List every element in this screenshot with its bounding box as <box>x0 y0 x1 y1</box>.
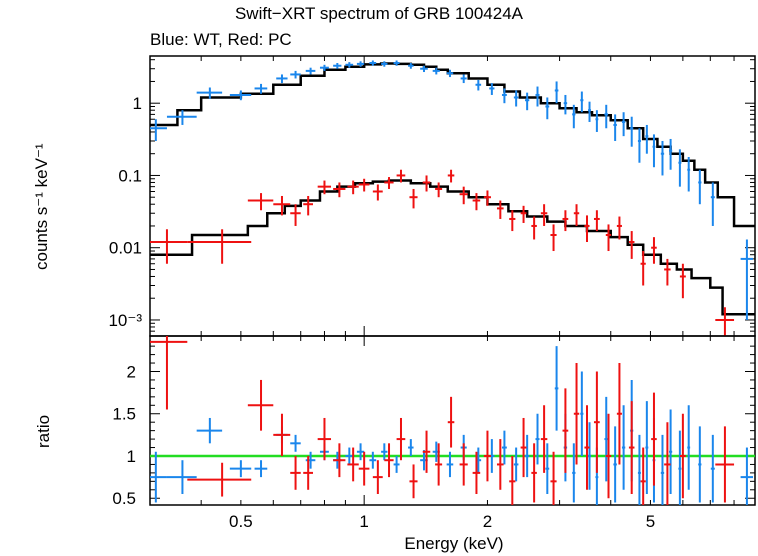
spectrum-y-tick-label: 1 <box>133 94 142 113</box>
ratio-panel: 0.5 1 2 5 0.5 1 1.5 2 <box>112 335 756 531</box>
spectrum-y-tick-label: 10⁻³ <box>108 311 142 330</box>
spectrum-y-tick-label: 0.01 <box>109 239 142 258</box>
ratio-y-tick-label: 0.5 <box>112 489 136 508</box>
x-axis-label: Energy (keV) <box>404 534 504 553</box>
ratio-y-tick-label: 1 <box>127 447 136 466</box>
ratio-frame <box>149 335 756 506</box>
x-tick-label: 1 <box>359 512 368 531</box>
ratio-y-tick-label: 2 <box>127 362 136 381</box>
model-curve-pc <box>150 179 755 316</box>
chart-subtitle: Blue: WT, Red: PC <box>150 30 292 49</box>
chart-title: Swift−XRT spectrum of GRB 100424A <box>234 4 524 23</box>
x-tick-label: 5 <box>646 512 655 531</box>
model-curve-wt <box>150 62 755 228</box>
spectrum-y-tick-label: 0.1 <box>118 166 142 185</box>
x-tick-label: 2 <box>483 512 492 531</box>
spectrum-panel: 1 0.1 0.01 10⁻³ <box>108 55 756 337</box>
x-tick-label: 0.5 <box>229 512 253 531</box>
ratio-y-tick-label: 1.5 <box>112 405 136 424</box>
